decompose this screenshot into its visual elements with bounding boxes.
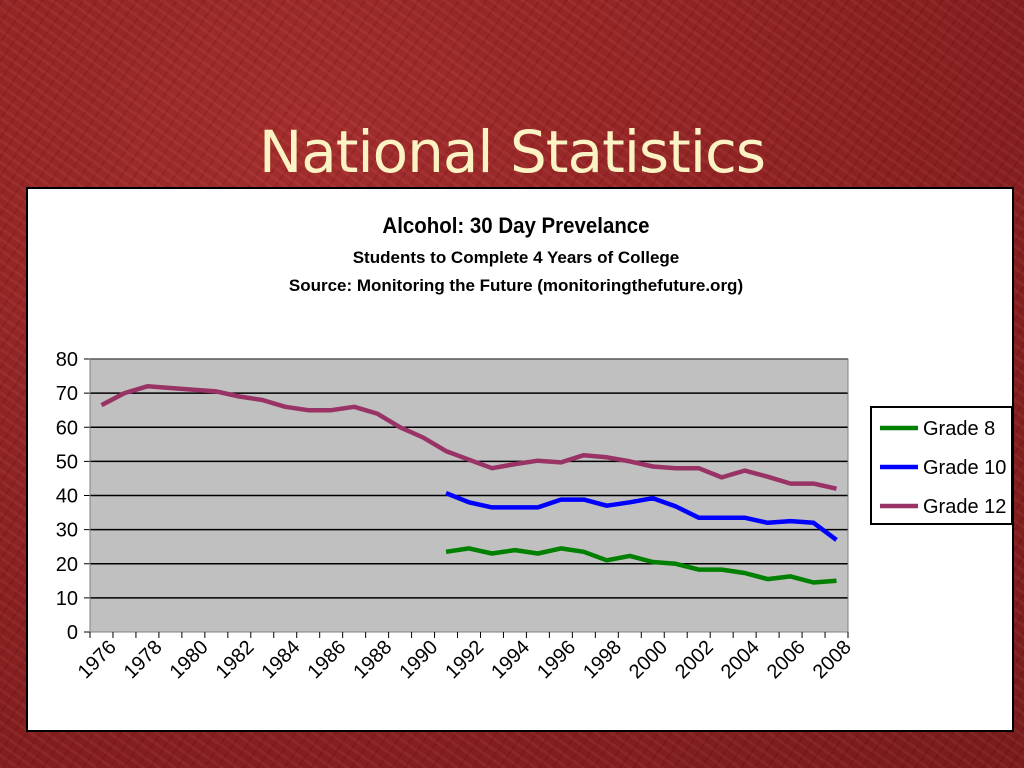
- x-tick-label: 1986: [303, 636, 350, 683]
- legend-label: Grade 10: [923, 457, 1006, 479]
- x-tick-label: 1996: [533, 636, 580, 683]
- x-tick-label: 1978: [120, 636, 167, 683]
- x-tick-label: 2006: [763, 636, 810, 683]
- chart-frame: Alcohol: 30 Day Prevelance Students to C…: [26, 187, 1014, 732]
- x-tick-label: 1990: [395, 636, 442, 683]
- x-tick-label: 1980: [166, 636, 213, 683]
- x-tick-label: 2008: [809, 636, 856, 683]
- x-tick-label: 1982: [212, 636, 259, 683]
- legend-label: Grade 8: [923, 418, 995, 440]
- y-tick-label: 20: [56, 554, 78, 576]
- x-tick-label: 1976: [74, 636, 121, 683]
- legend: Grade 8 Grade 10 Grade 12: [870, 406, 1012, 525]
- x-tick-label: 1984: [257, 636, 304, 683]
- series-line-grade-10: [445, 491, 838, 542]
- chart-source: Source: Monitoring the Future (monitorin…: [289, 276, 743, 295]
- y-tick-label: 30: [56, 520, 78, 542]
- y-tick-label: 50: [56, 451, 78, 473]
- x-tick-label: 2002: [671, 636, 718, 683]
- x-tick-label: 1992: [441, 636, 488, 683]
- y-tick-label: 60: [56, 417, 78, 439]
- y-tick-label: 70: [56, 383, 78, 405]
- chart-title: Alcohol: 30 Day Prevelance: [382, 213, 649, 238]
- chart-subtitle: Students to Complete 4 Years of College: [353, 248, 680, 267]
- x-tick-label: 1988: [349, 636, 396, 683]
- y-tick-label: 0: [67, 622, 78, 644]
- y-tick-label: 10: [56, 588, 78, 610]
- alcohol-prevalence-chart: Alcohol: 30 Day Prevelance Students to C…: [56, 213, 1012, 683]
- series-line-grade-8: [445, 546, 837, 585]
- x-tick-label: 2000: [625, 636, 672, 683]
- series-line-grade-12: [100, 384, 837, 491]
- y-tick-label: 80: [56, 349, 78, 371]
- series-layer: [100, 384, 838, 585]
- legend-label: Grade 12: [923, 496, 1006, 518]
- x-tick-label: 1994: [487, 636, 534, 683]
- slide-title: National Statistics: [258, 118, 766, 186]
- x-tick-label: 1998: [579, 636, 626, 683]
- plot-border: [89, 358, 849, 633]
- y-tick-label: 40: [56, 486, 78, 508]
- x-tick-label: 2004: [717, 636, 764, 683]
